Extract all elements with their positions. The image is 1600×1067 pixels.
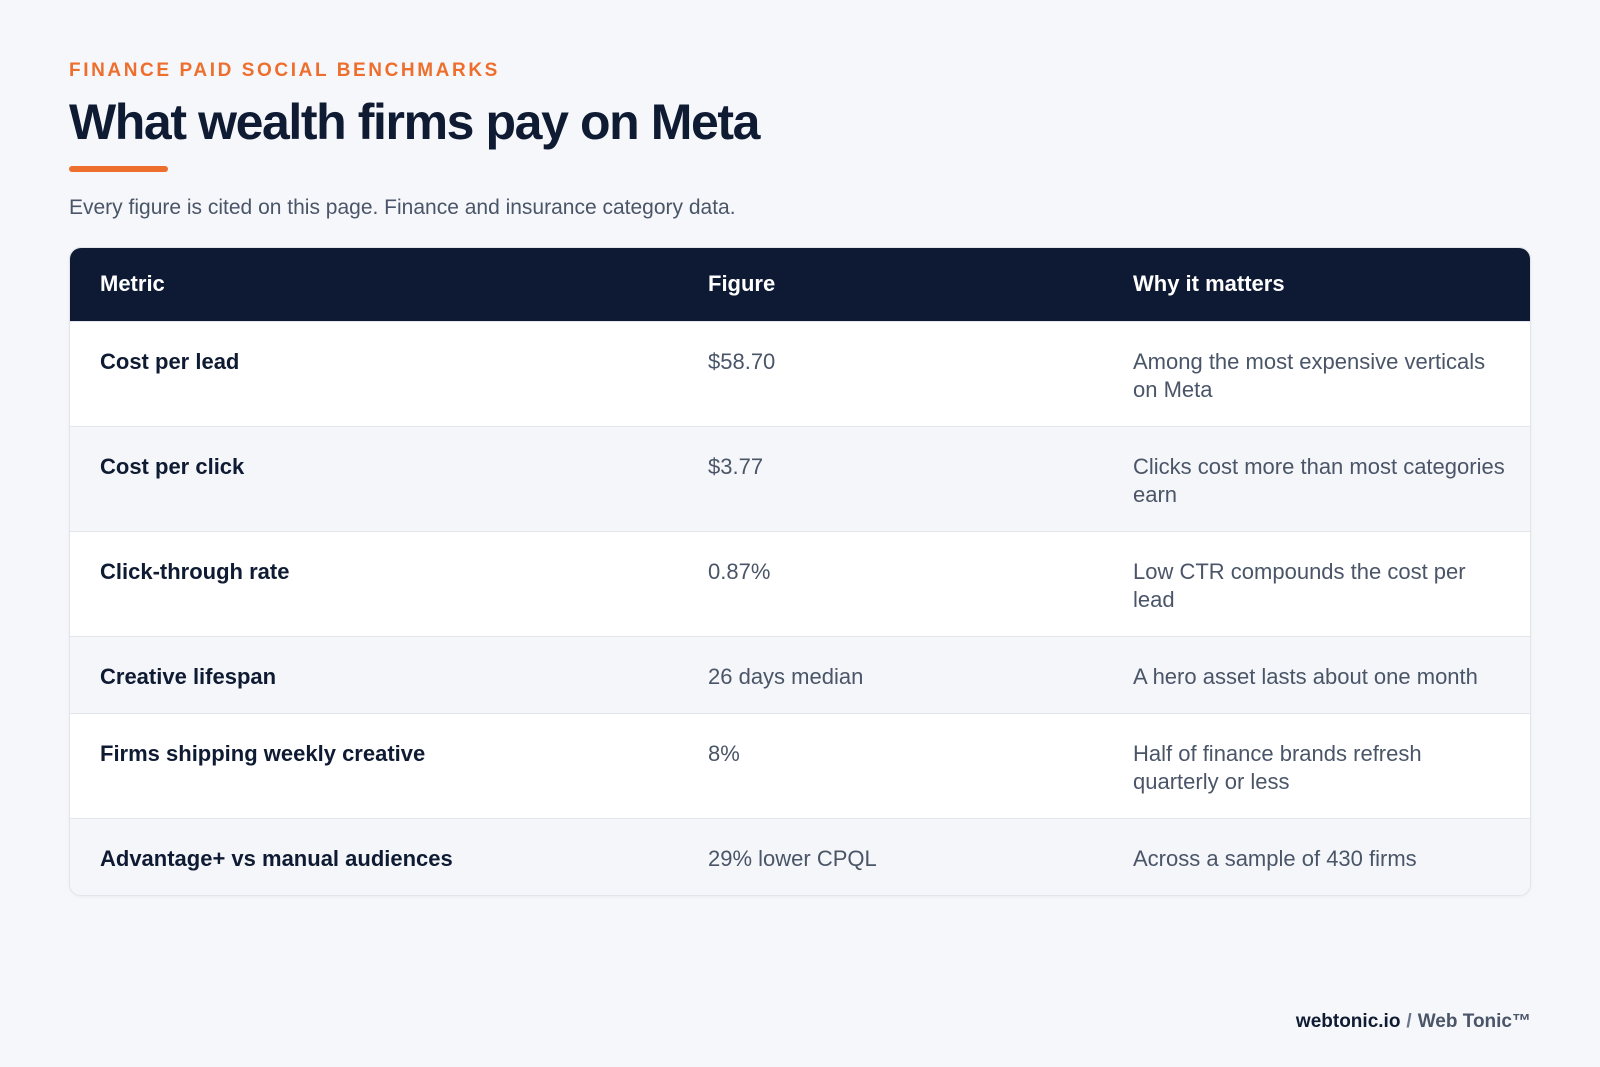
column-header-metric: Metric	[100, 271, 165, 297]
figure-cell: 0.87%	[708, 558, 771, 584]
table-row: Creative lifespan 26 days median A hero …	[70, 636, 1530, 713]
figure-cell: 29% lower CPQL	[708, 845, 877, 871]
metric-cell: Firms shipping weekly creative	[100, 740, 426, 766]
eyebrow-label: FINANCE PAID SOCIAL BENCHMARKS	[69, 60, 500, 81]
footer-credit: webtonic.io / Web Tonic™	[1296, 1011, 1531, 1033]
column-header-figure: Figure	[708, 271, 776, 297]
figure-cell: 8%	[708, 740, 740, 766]
table-row: Advantage+ vs manual audiences 29% lower…	[70, 818, 1530, 895]
table-header-row: Metric Figure Why it matters	[70, 248, 1530, 321]
table-row: Click-through rate 0.87% Low CTR compoun…	[70, 531, 1530, 636]
figure-cell: 26 days median	[708, 663, 864, 689]
column-header-why: Why it matters	[1133, 271, 1285, 297]
footer-brand: Web Tonic™	[1417, 1011, 1531, 1032]
metric-cell: Click-through rate	[100, 558, 290, 584]
why-cell: Across a sample of 430 firms	[1133, 845, 1417, 871]
table-row: Firms shipping weekly creative 8% Half o…	[70, 713, 1530, 818]
benchmark-table: Metric Figure Why it matters Cost per le…	[70, 248, 1530, 895]
metric-cell: Advantage+ vs manual audiences	[100, 845, 453, 871]
benchmark-table-card: Metric Figure Why it matters Cost per le…	[69, 247, 1531, 896]
figure-cell: $3.77	[708, 453, 764, 479]
metric-cell: Cost per click	[100, 453, 245, 479]
why-cell: Among the most expensive verticals on Me…	[1133, 348, 1486, 402]
figure-cell: $58.70	[708, 348, 776, 374]
table-row: Cost per click $3.77 Clicks cost more th…	[70, 426, 1530, 531]
why-cell: Clicks cost more than most categories ea…	[1133, 453, 1505, 507]
why-cell: Low CTR compounds the cost per lead	[1133, 558, 1466, 612]
table-row: Cost per lead $58.70 Among the most expe…	[70, 321, 1530, 426]
page-subtitle: Every figure is cited on this page. Fina…	[69, 196, 736, 219]
metric-cell: Creative lifespan	[100, 663, 277, 689]
footer-separator: /	[1406, 1011, 1412, 1032]
metric-cell: Cost per lead	[100, 348, 240, 374]
footer-site-link[interactable]: webtonic.io	[1295, 1011, 1401, 1032]
title-underline	[69, 166, 168, 172]
page-title: What wealth firms pay on Meta	[69, 94, 760, 150]
why-cell: Half of finance brands refresh quarterly…	[1133, 740, 1422, 794]
why-cell: A hero asset lasts about one month	[1133, 663, 1478, 689]
